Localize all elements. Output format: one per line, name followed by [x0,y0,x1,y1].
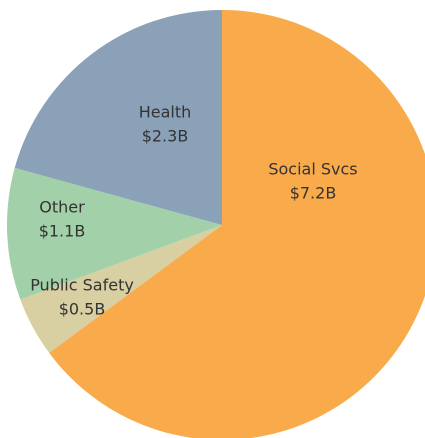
slice-value: $2.3B [142,127,189,146]
slice-label: Public Safety [30,276,134,295]
pie-slice [14,10,223,225]
slice-label: Health [139,103,192,122]
slice-label: Social Svcs [268,160,357,179]
pie-slice [7,167,223,300]
pie-slice [20,225,223,353]
pie-slice [49,10,425,438]
slice-value: $1.1B [39,222,86,241]
slice-value: $7.2B [290,184,337,203]
slice-value: $0.5B [59,300,106,319]
slice-label: Other [39,198,85,217]
